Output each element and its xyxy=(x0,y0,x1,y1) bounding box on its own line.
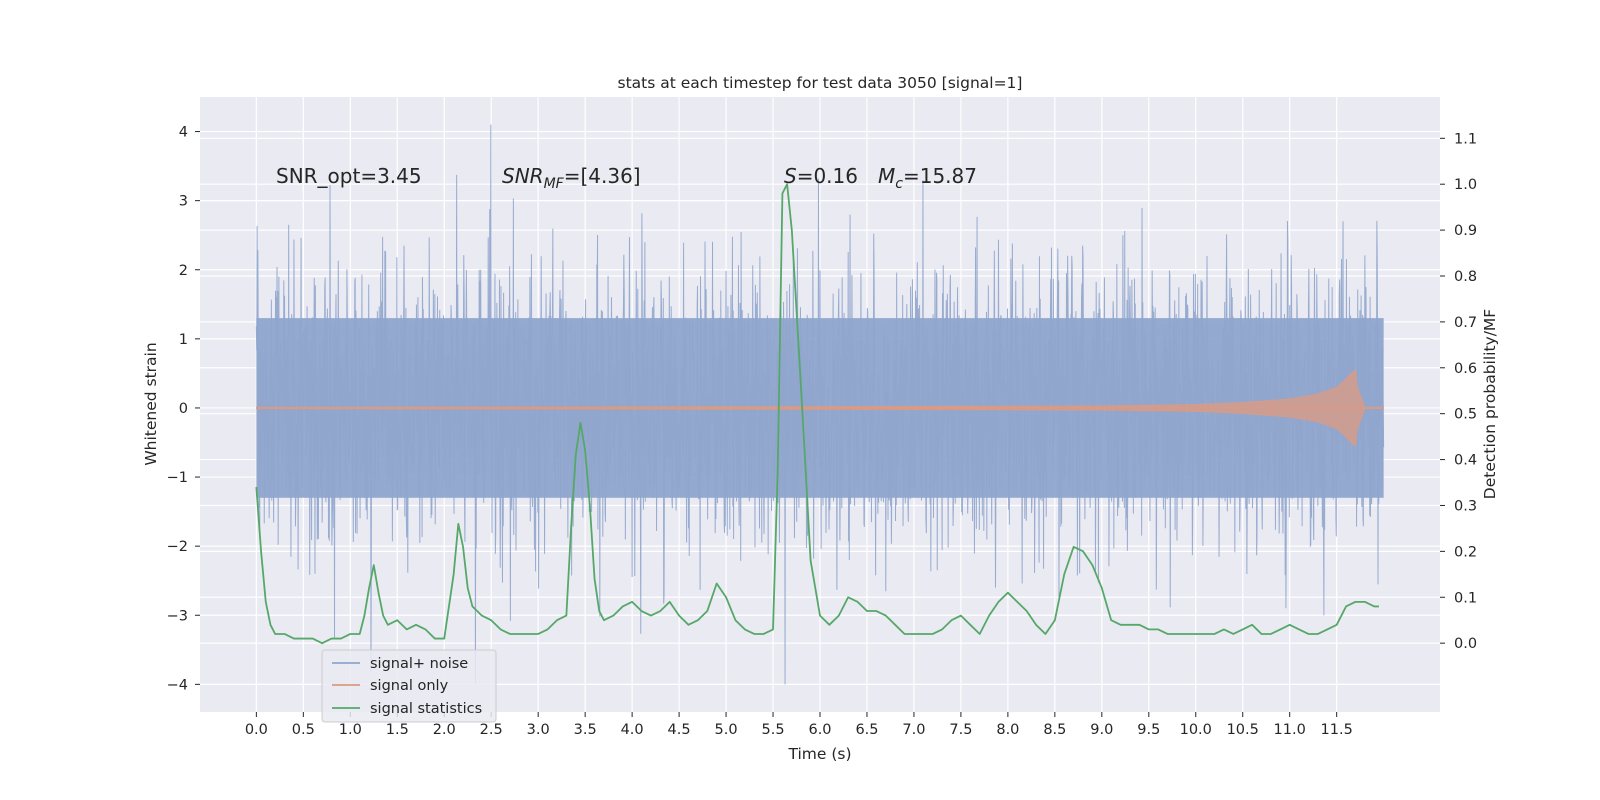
x-tick-label: 1.0 xyxy=(339,722,362,738)
y-axis-right-label: Detection probability/MF xyxy=(1481,309,1499,500)
y-tick-label: 3 xyxy=(179,194,188,210)
x-tick-label: 11.5 xyxy=(1321,722,1353,738)
x-tick-label: 6.5 xyxy=(855,722,878,738)
x-axis-ticks: 0.0 0.5 1.0 1.5 2.0 2.5 3.0 3.5 4.0 4.5 5.0 5.5 6.0 6… xyxy=(245,712,1353,738)
x-axis-label: Time (s) xyxy=(787,745,851,763)
y-axis-label: Whitened strain xyxy=(142,342,160,465)
y-right-tick-label: 0.6 xyxy=(1454,361,1477,377)
y-right-tick-label: 0.9 xyxy=(1454,223,1477,239)
y-tick-label: 2 xyxy=(179,263,188,279)
y-right-tick-label: 1.1 xyxy=(1454,131,1477,147)
y-right-tick-label: 0.2 xyxy=(1454,544,1477,560)
legend-box xyxy=(321,649,497,723)
y-right-tick-label: 0.0 xyxy=(1454,636,1477,652)
x-tick-label: 10.0 xyxy=(1180,722,1212,738)
y-tick-label: 0 xyxy=(179,401,188,417)
s-annotation: S=0.16 xyxy=(784,164,858,188)
x-tick-label: 4.5 xyxy=(668,722,691,738)
x-tick-label: 2.5 xyxy=(480,722,503,738)
y-tick-label: −2 xyxy=(167,539,188,555)
y-right-tick-label: 0.3 xyxy=(1454,498,1477,514)
x-tick-label: 2.0 xyxy=(433,722,456,738)
x-tick-label: 3.5 xyxy=(574,722,597,738)
x-tick-label: 1.5 xyxy=(386,722,409,738)
y-axis-right-ticks: 1.1 1.0 0.9 0.8 0.7 0.6 0.5 0.4 0.3 0.2 0.1 0.0 xyxy=(1440,131,1477,652)
x-tick-label: 0.5 xyxy=(292,722,315,738)
x-tick-label: 10.5 xyxy=(1227,722,1259,738)
y-tick-label: −3 xyxy=(167,608,188,624)
y-tick-label: 4 xyxy=(179,125,188,141)
x-tick-label: 4.0 xyxy=(621,722,644,738)
x-tick-label: 6.0 xyxy=(808,722,831,738)
legend-label-stats: signal statistics xyxy=(370,701,482,717)
x-tick-label: 5.0 xyxy=(715,722,738,738)
x-tick-label: 8.5 xyxy=(1043,722,1066,738)
legend: signal+ noise signal only signal statist… xyxy=(321,649,497,723)
y-right-tick-label: 0.7 xyxy=(1454,315,1477,331)
x-tick-label: 8.0 xyxy=(996,722,1019,738)
chart-title: stats at each timestep for test data 305… xyxy=(618,74,1023,92)
signal-statistics-series xyxy=(255,183,1379,645)
legend-label-noise: signal+ noise xyxy=(370,656,468,672)
y-tick-label: −1 xyxy=(167,470,188,486)
y-right-tick-label: 0.5 xyxy=(1454,407,1477,423)
x-tick-label: 9.0 xyxy=(1090,722,1113,738)
snr-opt-annotation: SNR_opt=3.45 xyxy=(276,164,422,188)
y-right-tick-label: 0.1 xyxy=(1454,590,1477,606)
y-right-tick-label: 0.4 xyxy=(1454,453,1477,469)
x-tick-label: 7.0 xyxy=(902,722,925,738)
y-axis-ticks: 4 3 2 1 0 −1 −2 −3 −4 xyxy=(167,125,200,693)
signal-statistics-line xyxy=(255,183,1379,645)
y-tick-label: −4 xyxy=(167,677,188,693)
x-tick-label: 0.0 xyxy=(245,722,268,738)
y-tick-label: 1 xyxy=(179,332,188,348)
y-right-tick-label: 0.8 xyxy=(1454,269,1477,285)
snr-mf-annotation: SNRMF=[4.36] xyxy=(502,164,641,192)
y-right-tick-label: 1.0 xyxy=(1454,177,1477,193)
x-tick-label: 11.0 xyxy=(1274,722,1306,738)
signal-only-series xyxy=(255,369,1385,447)
x-tick-label: 5.5 xyxy=(761,722,784,738)
legend-label-signal: signal only xyxy=(370,678,449,694)
x-tick-label: 7.5 xyxy=(949,722,972,738)
x-tick-label: 9.5 xyxy=(1137,722,1160,738)
x-tick-label: 3.0 xyxy=(527,722,550,738)
mc-annotation: Mc=15.87 xyxy=(878,164,977,192)
